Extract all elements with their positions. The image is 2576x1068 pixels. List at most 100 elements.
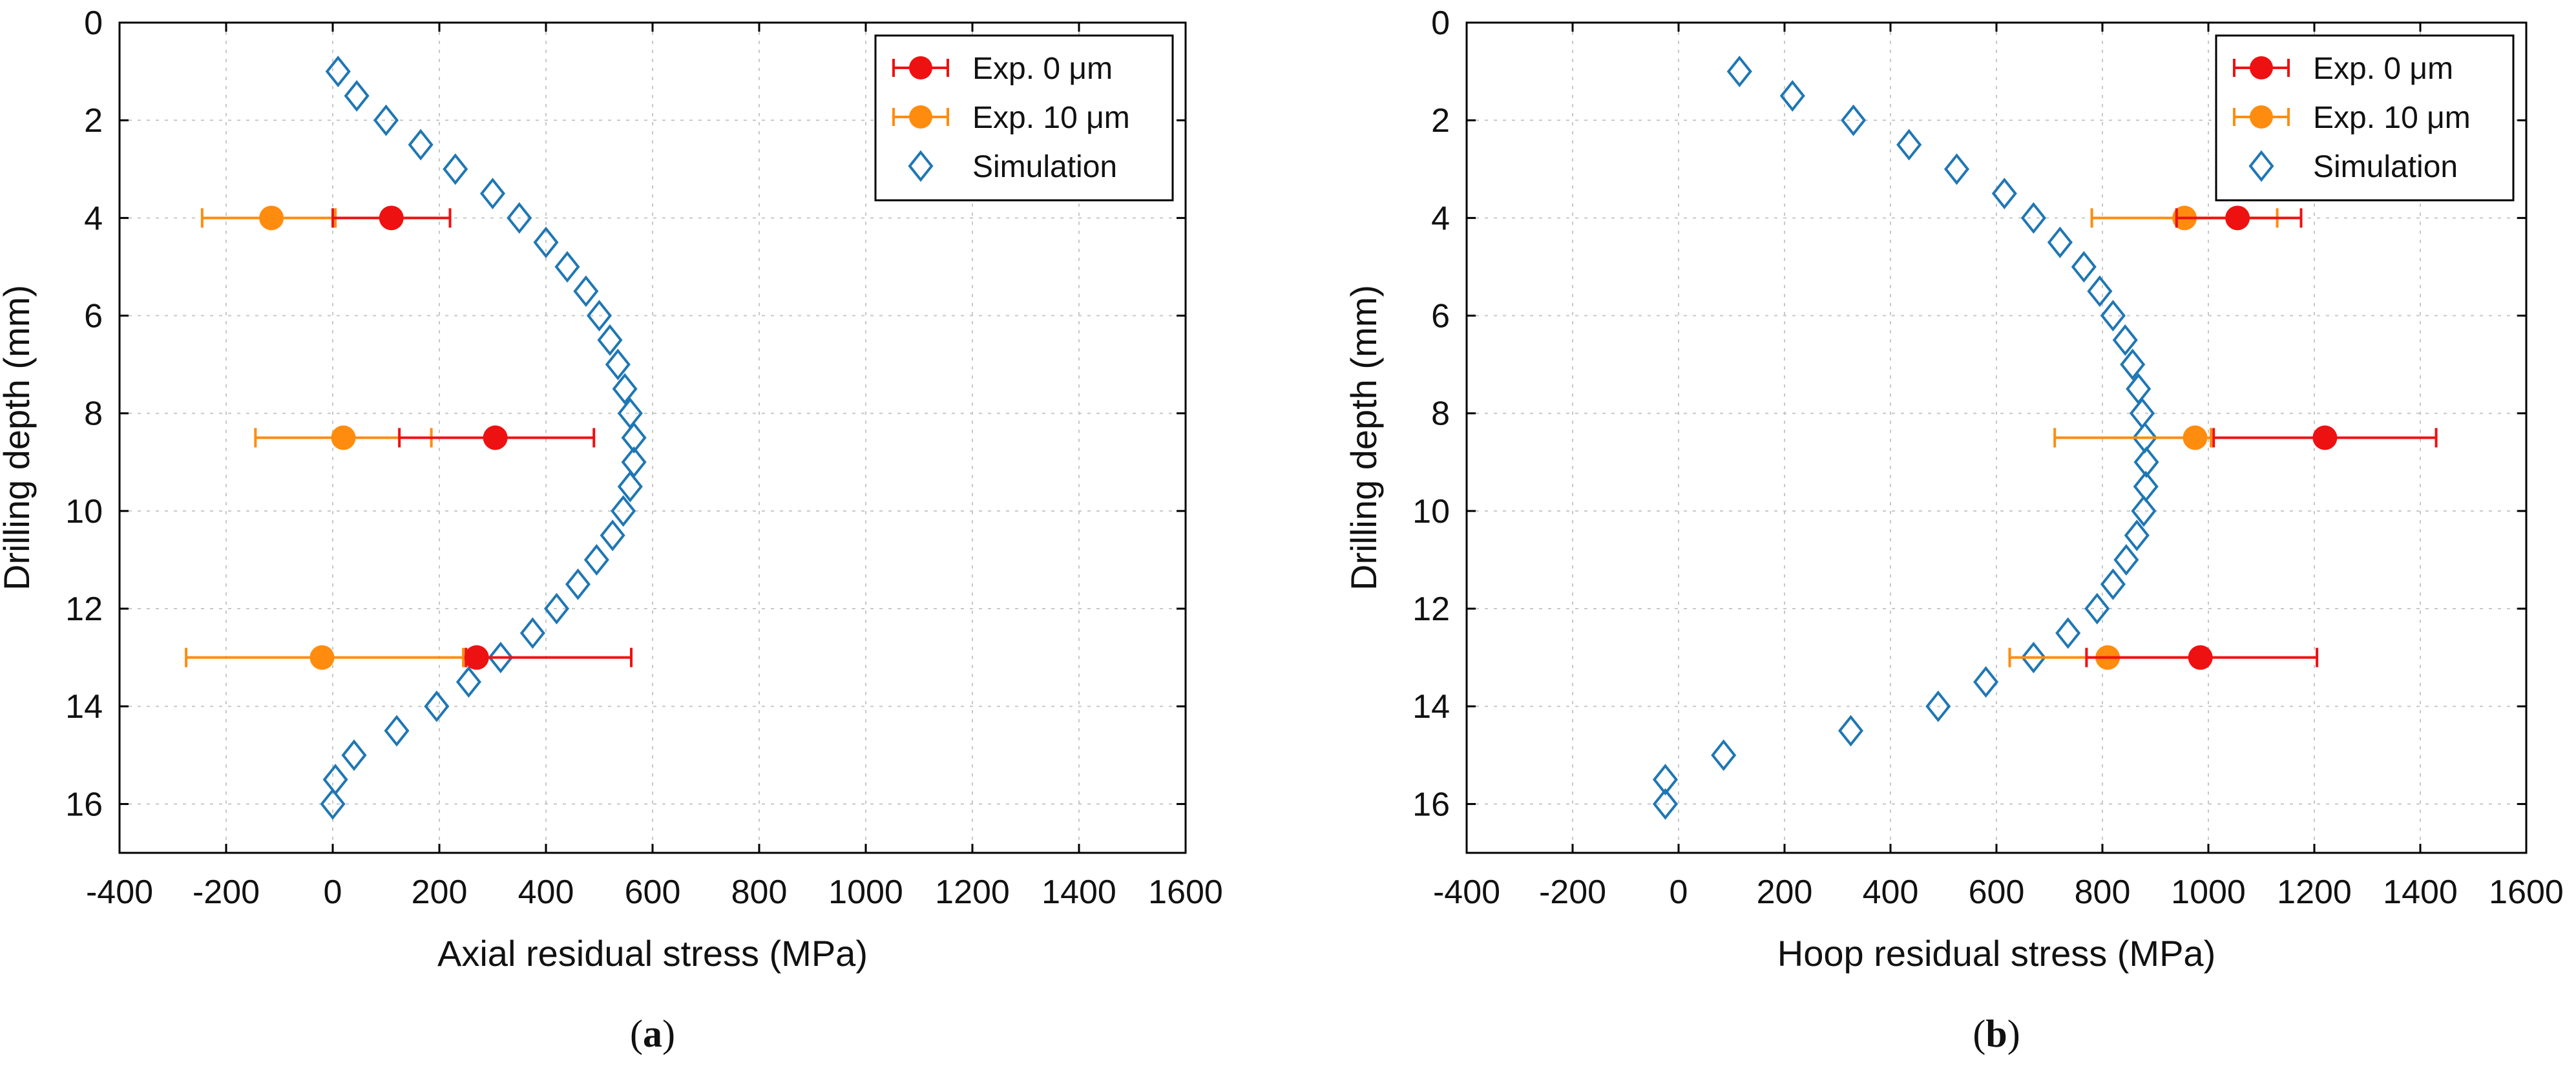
sim-point — [2020, 202, 2046, 234]
sim-point — [2112, 324, 2138, 356]
legend-label: Simulation — [972, 150, 1117, 184]
x-tick-label: -400 — [86, 874, 153, 911]
sim-point — [2020, 642, 2046, 674]
sim-point — [1652, 764, 1679, 796]
x-tick-label: -400 — [1433, 874, 1500, 911]
legend-marker-sim — [2248, 150, 2274, 182]
sim-point — [2100, 300, 2126, 331]
exp0-point — [2188, 645, 2213, 670]
exp0-point — [2225, 205, 2250, 231]
sim-point — [408, 129, 434, 161]
y-axis-label: Drilling depth (mm) — [0, 285, 37, 591]
sim-point — [621, 422, 647, 454]
sim-point — [2055, 617, 2081, 649]
legend-marker-exp0 — [909, 56, 932, 79]
sim-point — [1925, 690, 1951, 722]
y-tick-label: 16 — [65, 786, 103, 823]
sim-point — [1779, 79, 1805, 112]
sim-point — [554, 251, 580, 283]
sim-point — [1726, 56, 1752, 88]
sim-point — [479, 178, 506, 210]
x-tick-label: 1200 — [2277, 874, 2352, 911]
sim-point — [1973, 665, 1999, 698]
sim-point — [373, 104, 399, 136]
sim-point — [533, 226, 559, 258]
x-tick-label: 1600 — [1148, 874, 1223, 911]
x-tick-label: 1400 — [1042, 874, 1116, 911]
y-tick-label: 14 — [65, 688, 103, 726]
y-tick-label: 12 — [65, 591, 103, 628]
sim-point — [1652, 788, 1679, 820]
y-tick-label: 6 — [84, 298, 103, 335]
panel-label: (b) — [1973, 1012, 2020, 1055]
y-tick-label: 8 — [84, 395, 103, 433]
x-tick-label: -200 — [193, 874, 260, 911]
sim-point — [424, 690, 450, 722]
y-tick-label: 2 — [1431, 102, 1450, 140]
y-tick-label: 12 — [1412, 591, 1450, 628]
sim-point — [384, 715, 410, 747]
sim-point — [1896, 129, 1922, 161]
sim-point — [2126, 373, 2152, 405]
x-tick-label: 1400 — [2383, 874, 2458, 911]
sim-point — [1838, 715, 1864, 747]
panel-label-letter: a — [643, 1012, 662, 1055]
sim-point — [2113, 544, 2139, 576]
legend-label: Exp. 10 μm — [2313, 101, 2471, 135]
exp0-point — [2312, 425, 2338, 450]
x-tick-label: 400 — [1863, 874, 1919, 911]
x-axis-label: Hoop residual stress (MPa) — [1777, 933, 2215, 974]
chart-panel-b: -400 -200 0 200 400 600 800 1000 1200 1400 1600 0 2 4… — [1343, 5, 2564, 1055]
sim-point — [565, 568, 591, 600]
sim-point — [2084, 592, 2110, 625]
legend: Exp. 0 μm Exp. 10 μm Simulation — [2215, 34, 2515, 202]
x-tick-label: 1000 — [828, 874, 903, 911]
x-tick-label: 0 — [1670, 874, 1688, 911]
sim-point — [344, 79, 370, 112]
x-tick-label: 600 — [625, 874, 681, 911]
sim-point — [443, 153, 468, 185]
y-tick-label: 8 — [1431, 395, 1450, 433]
x-tick-label: 600 — [1969, 874, 2025, 911]
series-sim — [320, 56, 647, 820]
sim-point — [2100, 568, 2126, 600]
series-exp0 — [2085, 205, 2438, 670]
y-tick-label: 14 — [1412, 688, 1450, 726]
sim-point — [488, 642, 514, 674]
legend-label: Exp. 10 μm — [972, 101, 1130, 135]
sim-point — [573, 275, 599, 308]
x-tick-label: 200 — [1757, 874, 1813, 911]
exp10-point — [259, 205, 284, 231]
x-tick-label: 800 — [731, 874, 788, 911]
sim-point — [2047, 226, 2073, 258]
x-tick-label: 1000 — [2171, 874, 2246, 911]
legend-marker-exp10 — [2250, 105, 2273, 129]
x-tick-label: 1200 — [935, 874, 1010, 911]
sim-point — [605, 348, 631, 381]
series-sim — [1652, 56, 2159, 820]
exp0-point — [483, 425, 508, 450]
legend-marker-exp10 — [909, 105, 932, 129]
legend-marker-exp0 — [2250, 56, 2273, 79]
panel-label-letter: b — [1985, 1012, 2007, 1055]
exp10-point — [309, 645, 335, 670]
y-tick-label: 6 — [1431, 298, 1450, 335]
y-axis-label: Drilling depth (mm) — [1343, 285, 1384, 591]
sim-point — [600, 519, 625, 552]
sim-point — [320, 788, 346, 820]
sim-point — [2071, 251, 2097, 283]
sim-point — [597, 324, 623, 356]
sim-point — [507, 202, 532, 234]
sim-point — [617, 470, 643, 503]
y-tick-label: 10 — [1412, 493, 1450, 530]
sim-point — [2120, 348, 2146, 381]
legend: Exp. 0 μm Exp. 10 μm Simulation — [874, 34, 1174, 202]
sim-point — [1841, 104, 1867, 136]
x-tick-label: 400 — [518, 874, 574, 911]
x-tick-label: 0 — [324, 874, 342, 911]
panel-label: (a) — [630, 1012, 675, 1055]
sim-point — [586, 300, 613, 331]
x-tick-label: -200 — [1539, 874, 1606, 911]
x-tick-label: 200 — [412, 874, 468, 911]
x-tick-label: 1600 — [2489, 874, 2564, 911]
